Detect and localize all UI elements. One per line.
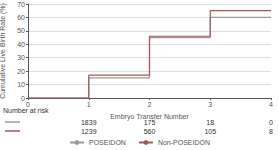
svg-text:4: 4 — [269, 101, 273, 108]
svg-text:8: 8 — [269, 128, 273, 135]
svg-text:175: 175 — [143, 118, 156, 126]
svg-text:105: 105 — [204, 128, 216, 135]
svg-text:1839: 1839 — [81, 119, 97, 126]
svg-text:50: 50 — [17, 27, 25, 34]
svg-text:18: 18 — [206, 119, 214, 126]
svg-text:2: 2 — [148, 101, 152, 108]
svg-text:1: 1 — [87, 101, 91, 108]
svg-text:1239: 1239 — [81, 128, 97, 135]
svg-text:0: 0 — [21, 95, 25, 102]
svg-text:3: 3 — [208, 101, 212, 108]
svg-text:Number at risk: Number at risk — [3, 107, 49, 114]
svg-text:Cumulative Live Birth Rate (%): Cumulative Live Birth Rate (%) — [0, 3, 7, 99]
svg-text:POSEIDON: POSEIDON — [89, 139, 126, 146]
svg-text:60: 60 — [17, 14, 25, 21]
svg-text:0: 0 — [26, 101, 30, 108]
svg-text:Non-POSEIDON: Non-POSEIDON — [158, 139, 210, 146]
svg-text:40: 40 — [17, 41, 25, 48]
svg-text:560: 560 — [144, 128, 156, 135]
svg-text:30: 30 — [17, 54, 25, 61]
svg-text:Embryo Transfer Number: Embryo Transfer Number — [110, 113, 189, 121]
svg-text:0: 0 — [269, 119, 273, 126]
svg-text:10: 10 — [17, 81, 25, 88]
svg-text:20: 20 — [17, 68, 25, 75]
svg-text:70: 70 — [17, 1, 25, 8]
